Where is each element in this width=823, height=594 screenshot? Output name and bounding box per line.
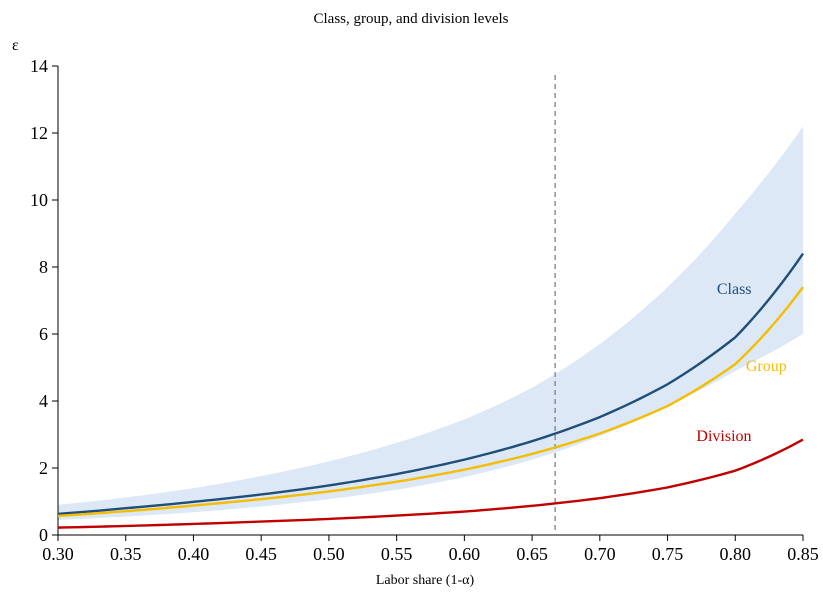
y-axis-label: ε — [12, 37, 19, 54]
x-tick-label: 0.35 — [110, 544, 142, 564]
series-label-group: Group — [746, 358, 787, 375]
y-tick-label: 10 — [30, 190, 48, 210]
x-tick-label: 0.55 — [381, 544, 413, 564]
x-tick-label: 0.70 — [584, 544, 616, 564]
plot-area: 0 2 4 6 8 10 12 14 0.30 0.35 0.40 0.45 0.50 0.55 0.60 0… — [30, 56, 819, 564]
x-tick-label: 0.60 — [449, 544, 481, 564]
y-tick-label: 4 — [39, 391, 48, 411]
y-tick-label: 6 — [39, 324, 48, 344]
y-tick-label: 0 — [39, 525, 48, 545]
x-tick-label: 0.85 — [787, 544, 819, 564]
series-label-division: Division — [696, 428, 751, 445]
y-tick-label: 12 — [30, 123, 48, 143]
y-tick-label: 2 — [39, 458, 48, 478]
y-tick-label: 14 — [30, 56, 48, 76]
x-tick-label: 0.30 — [42, 544, 74, 564]
x-tick-label: 0.80 — [720, 544, 752, 564]
series-line-group — [57, 286, 804, 518]
y-tick-label: 8 — [39, 257, 48, 277]
x-tick-label: 0.45 — [245, 544, 277, 564]
x-tick-label: 0.50 — [313, 544, 345, 564]
x-axis-label: Labor share (1-α) — [376, 573, 475, 588]
series-line-division — [57, 438, 804, 529]
x-tick-label: 0.75 — [652, 544, 684, 564]
x-tick-label: 0.40 — [178, 544, 210, 564]
series-line-class — [57, 252, 804, 516]
series-label-class: Class — [717, 281, 752, 298]
chart-title: Class, group, and division levels — [314, 11, 509, 27]
x-tick-label: 0.65 — [516, 544, 548, 564]
confidence-band — [58, 126, 803, 520]
